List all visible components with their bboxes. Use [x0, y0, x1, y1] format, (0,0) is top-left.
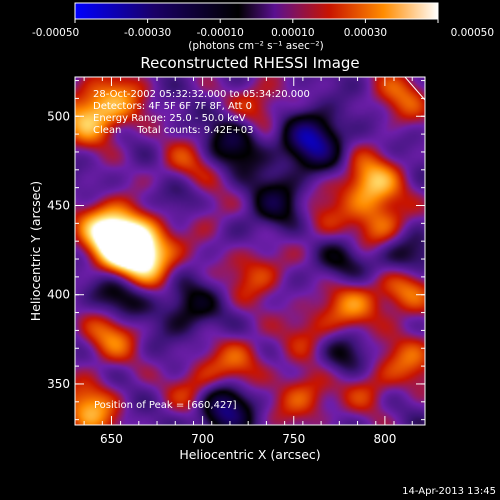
x-tick-label: 700	[191, 432, 214, 446]
colorbar-tick-label: 0.00030	[344, 27, 387, 39]
annotation-energy-range: Energy Range: 25.0 - 50.0 keV	[93, 113, 246, 124]
annotation-clean-counts: Clean Total counts: 9.42E+03	[93, 125, 253, 136]
y-tick-label: 350	[47, 377, 70, 391]
annotation-block: 28-Oct-2002 05:32:32.000 to 05:34:20.000…	[93, 89, 310, 136]
colorbar-tick-group: -0.00050 -0.00030 -0.00010 0.00010 0.00030 0.…	[32, 19, 494, 39]
colorbar: -0.00050 -0.00030 -0.00010 0.00010 0.00030 0.…	[32, 2, 494, 52]
y-tick-label: 400	[47, 288, 70, 302]
chart-title: Reconstructed RHESSI Image	[140, 54, 359, 72]
plot-frame	[74, 76, 426, 426]
x-tick-label: 800	[373, 432, 396, 446]
peak-position-label: Position of Peak = [660,427]	[94, 400, 237, 411]
heatmap-image	[75, 77, 425, 425]
colorbar-unit-label: (photons cm⁻² s⁻¹ asec⁻²)	[188, 40, 323, 52]
y-tick-label: 450	[47, 198, 70, 212]
colorbar-tick-label: 0.00010	[271, 27, 314, 39]
annotation-time-range: 28-Oct-2002 05:32:32.000 to 05:34:20.000	[93, 89, 310, 100]
heatmap-layer	[75, 77, 425, 425]
y-tick-label: 500	[47, 109, 70, 123]
colorbar-tick-label: -0.00050	[32, 27, 79, 39]
timestamp: 14-Apr-2013 13:45	[402, 486, 496, 497]
annotation-detectors: Detectors: 4F 5F 6F 7F 8F, Att 0	[93, 101, 252, 112]
y-axis-label: Heliocentric Y (arcsec)	[28, 181, 43, 321]
x-axis-label: Heliocentric X (arcsec)	[179, 447, 320, 462]
colorbar-tick-label: -0.00030	[124, 27, 171, 39]
x-tick-label: 750	[282, 432, 305, 446]
colorbar-tick-label: 0.00050	[451, 27, 494, 39]
colorbar-tick-label: -0.00010	[197, 27, 244, 39]
limb-line	[404, 77, 425, 101]
x-tick-label: 650	[100, 432, 123, 446]
y-axis: 350 400 450 500	[47, 80, 425, 421]
colorbar-gradient	[74, 2, 439, 20]
x-axis: 650 700 750 800	[83, 77, 413, 446]
